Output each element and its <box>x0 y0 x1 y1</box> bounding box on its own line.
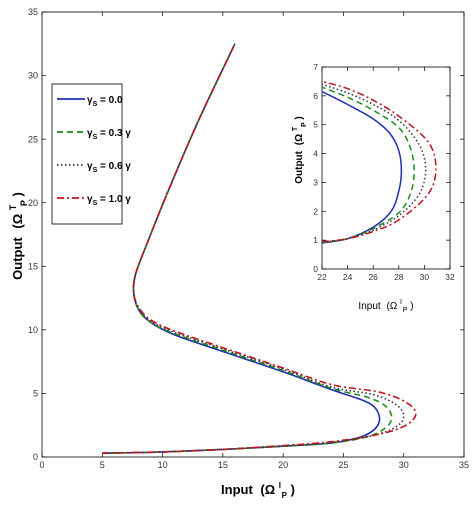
legend-label-sub: S <box>93 101 98 108</box>
inset-y-axis-label-symbol: (Ω <box>294 134 305 145</box>
legend-label-text: = 0.0 <box>97 95 123 106</box>
main-series-line-3 <box>102 43 417 454</box>
inset-x-axis-label-sup: I <box>400 299 402 306</box>
main-x-axis-label-text: Input <box>221 482 253 497</box>
legend-label-text: = 1.0 γ <box>97 194 131 205</box>
main-x-axis-label: Input (Ω I P ) <box>221 476 295 501</box>
legend-label-sub: S <box>93 200 98 207</box>
inset-y-tick-label: 5 <box>313 120 318 130</box>
inset-x-tick-label: 24 <box>343 272 353 282</box>
inset-x-tick-label: 30 <box>420 272 430 282</box>
main-y-axis-label-sub: P <box>19 200 29 206</box>
legend-label-sub: S <box>93 134 98 141</box>
legend-label-3: γS = 1.0 γ <box>87 194 131 207</box>
main-y-axis-label-text: Output <box>10 237 25 280</box>
legend-label-symbol: γ <box>87 95 93 106</box>
inset-y-tick-label: 0 <box>313 264 318 274</box>
main-x-axis-label-close: ) <box>291 482 295 497</box>
legend-label-0: γS = 0.0 <box>87 95 123 108</box>
main-x-tick-label: 35 <box>459 460 469 470</box>
main-y-axis-label-sup: T <box>8 204 18 210</box>
main-y-tick-label: 0 <box>33 452 38 462</box>
legend-label-sub: S <box>93 167 98 174</box>
inset-x-tick-label: 32 <box>445 272 455 282</box>
main-x-tick-label: 25 <box>338 460 348 470</box>
inset-y-axis-label: Output (Ω T P ) <box>289 116 309 184</box>
inset-y-ticks: 0 1 2 3 4 5 6 7 <box>313 62 450 274</box>
legend-label-symbol: γ <box>87 194 93 205</box>
main-x-tick-label: 20 <box>278 460 288 470</box>
legend: γS = 0.0γS = 0.3 γγS = 0.6 γγS = 1.0 γ <box>51 83 131 225</box>
main-y-tick-label: 25 <box>28 134 38 144</box>
inset-y-axis-label-close: ) <box>294 116 305 119</box>
main-x-tick-label: 10 <box>158 460 168 470</box>
legend-label-symbol: γ <box>87 128 93 139</box>
inset-y-tick-label: 3 <box>313 177 318 187</box>
main-x-axis-label-sub: P <box>282 491 288 500</box>
main-y-axis-label: Output (Ω T P ) <box>4 192 30 280</box>
inset-x-tick-label: 26 <box>368 272 378 282</box>
legend-label-1: γS = 0.3 γ <box>87 128 131 141</box>
main-x-tick-label: 5 <box>100 460 105 470</box>
legend-label-text: = 0.6 γ <box>97 161 131 172</box>
inset-x-axis-label-sub: P <box>403 307 408 314</box>
inset-y-tick-label: 7 <box>313 62 318 72</box>
inset-y-axis-label-sup: T <box>292 126 299 131</box>
inset-y-tick-label: 6 <box>313 91 318 101</box>
legend-label-text: = 0.3 γ <box>97 128 131 139</box>
inset-y-axis-label-text: Output <box>294 150 305 183</box>
inset-series-group <box>321 80 437 244</box>
main-x-axis-label-symbol: (Ω <box>260 482 275 497</box>
main-y-axis-label-symbol: (Ω <box>10 214 25 229</box>
main-y-tick-label: 35 <box>28 7 38 17</box>
main-x-ticks: 0 5 10 15 20 25 30 35 <box>39 12 469 470</box>
main-series-group <box>102 43 417 454</box>
main-y-tick-label: 30 <box>28 71 38 81</box>
main-y-tick-label: 5 <box>33 389 38 399</box>
main-y-tick-label: 10 <box>28 325 38 335</box>
inset-x-ticks: 22 24 26 28 30 32 <box>317 67 455 282</box>
inset-plot-frame <box>321 66 451 270</box>
main-y-tick-label: 20 <box>28 198 38 208</box>
main-x-tick-label: 30 <box>399 460 409 470</box>
inset-series-line-0 <box>321 90 403 244</box>
legend-label-2: γS = 0.6 γ <box>87 161 131 174</box>
main-x-axis-label-sup: I <box>279 481 281 490</box>
inset-x-axis-label: Input (Ω I P ) <box>358 296 413 315</box>
inset-x-axis-label-text: Input <box>358 301 380 312</box>
main-y-tick-label: 15 <box>28 261 38 271</box>
inset-chart: 22 24 26 28 30 32 0 1 2 3 4 5 6 7 Input (Ω I P ) Out… <box>289 62 455 315</box>
inset-y-tick-label: 2 <box>313 206 318 216</box>
main-y-axis-label-close: ) <box>10 192 25 196</box>
inset-x-tick-label: 22 <box>317 272 327 282</box>
inset-y-tick-label: 1 <box>313 235 318 245</box>
inset-y-tick-label: 4 <box>313 149 318 159</box>
inset-x-tick-label: 28 <box>394 272 404 282</box>
inset-x-axis-label-close: ) <box>410 301 413 312</box>
inset-y-axis-label-sub: P <box>301 122 308 127</box>
legend-label-symbol: γ <box>87 161 93 172</box>
inset-series-line-2 <box>321 83 427 243</box>
main-x-tick-label: 15 <box>218 460 228 470</box>
inset-x-axis-label-symbol: (Ω <box>386 301 397 312</box>
legend-items: γS = 0.0γS = 0.3 γγS = 0.6 γγS = 1.0 γ <box>57 95 131 207</box>
inset-series-line-1 <box>321 86 415 244</box>
legend-box <box>51 83 123 225</box>
main-x-tick-label: 0 <box>39 460 44 470</box>
